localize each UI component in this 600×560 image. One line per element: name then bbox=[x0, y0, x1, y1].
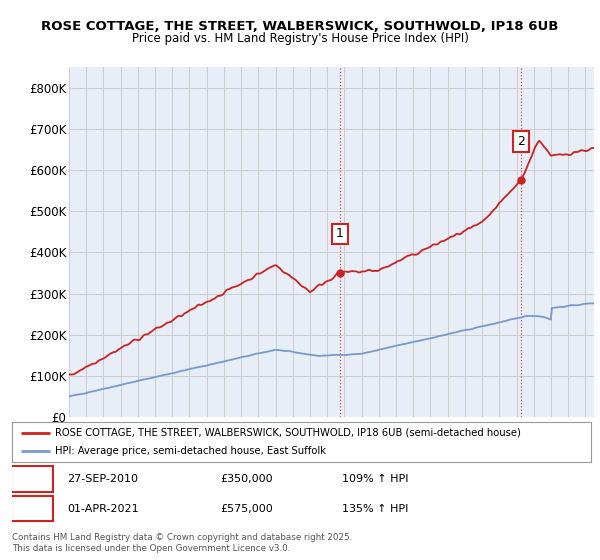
Text: £350,000: £350,000 bbox=[220, 474, 273, 484]
Text: 01-APR-2021: 01-APR-2021 bbox=[67, 503, 139, 514]
Text: 135% ↑ HPI: 135% ↑ HPI bbox=[342, 503, 409, 514]
Text: ROSE COTTAGE, THE STREET, WALBERSWICK, SOUTHWOLD, IP18 6UB: ROSE COTTAGE, THE STREET, WALBERSWICK, S… bbox=[41, 20, 559, 32]
FancyBboxPatch shape bbox=[11, 496, 53, 521]
Text: 2: 2 bbox=[517, 135, 525, 148]
Text: ROSE COTTAGE, THE STREET, WALBERSWICK, SOUTHWOLD, IP18 6UB (semi-detached house): ROSE COTTAGE, THE STREET, WALBERSWICK, S… bbox=[55, 428, 521, 437]
Text: £575,000: £575,000 bbox=[220, 503, 273, 514]
Text: 27-SEP-2010: 27-SEP-2010 bbox=[67, 474, 138, 484]
FancyBboxPatch shape bbox=[11, 466, 53, 492]
Text: 1: 1 bbox=[28, 473, 35, 486]
Text: 109% ↑ HPI: 109% ↑ HPI bbox=[342, 474, 409, 484]
Text: 1: 1 bbox=[336, 227, 344, 240]
Text: Price paid vs. HM Land Registry's House Price Index (HPI): Price paid vs. HM Land Registry's House … bbox=[131, 32, 469, 45]
Text: HPI: Average price, semi-detached house, East Suffolk: HPI: Average price, semi-detached house,… bbox=[55, 446, 326, 456]
Text: 2: 2 bbox=[28, 502, 35, 515]
Text: Contains HM Land Registry data © Crown copyright and database right 2025.
This d: Contains HM Land Registry data © Crown c… bbox=[12, 533, 352, 553]
